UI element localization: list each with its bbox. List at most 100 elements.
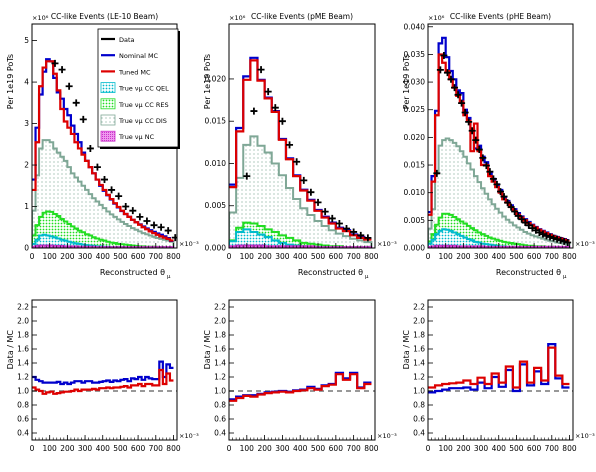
data-point (136, 213, 144, 221)
data-point (328, 214, 336, 222)
legend-label: Tuned MC (118, 68, 151, 76)
plot-area (229, 56, 373, 248)
data-point (454, 91, 462, 99)
x-tick-label: 0 (426, 252, 431, 261)
data-point (286, 141, 294, 149)
x-exponent: ×10⁻³ (377, 432, 397, 440)
x-tick-label: 100 (240, 444, 255, 453)
data-point (108, 186, 116, 194)
legend-label: True νμ NC (118, 133, 155, 141)
data-point (307, 188, 315, 196)
legend-swatch (100, 98, 116, 110)
plot-area (428, 343, 573, 394)
x-tick-label: 500 (113, 444, 128, 453)
x-tick-label: 0 (426, 444, 431, 453)
y-exponent: ×10⁶ (32, 14, 49, 22)
y-tick-label: 1.0 (214, 387, 226, 396)
panel-title: CC-like Events (LE-10 Beam) (51, 12, 158, 21)
x-tick-label: 500 (509, 252, 524, 261)
data-point (357, 231, 365, 239)
x-tick-label: 800 (562, 252, 577, 261)
y-tick-label: 1.2 (214, 373, 226, 382)
x-tick-label: 0 (227, 252, 232, 261)
x-exponent: ×10⁻³ (377, 240, 397, 248)
y-tick-label: 5 (24, 36, 29, 45)
y-tick-label: 2.0 (214, 317, 226, 326)
x-tick-label: 800 (364, 444, 379, 453)
plot-frame (228, 23, 376, 249)
series-tuned-mc (32, 60, 174, 242)
y-tick-label: 0.035 (404, 50, 426, 59)
x-tick-label: 800 (166, 444, 181, 453)
data-point (461, 108, 469, 116)
legend: Data Nominal MC Tuned MC True νμ CC QEL True… (97, 28, 180, 149)
x-tick-label: 600 (131, 444, 146, 453)
x-tick-label: 200 (257, 444, 272, 453)
legend-swatch (100, 130, 116, 142)
x-tick-label: 600 (131, 252, 146, 261)
y-axis-label: Data / MC (203, 330, 212, 370)
data-point (493, 180, 501, 188)
y-tick-label: 2 (24, 161, 29, 170)
data-point (321, 208, 329, 216)
x-tick-label: 800 (166, 252, 181, 261)
y-tick-label: 0.040 (404, 22, 426, 31)
x-tick-label: 600 (527, 444, 542, 453)
y-tick-label: 1.2 (17, 373, 29, 382)
data-point (489, 175, 497, 183)
y-tick-label: 0.4 (214, 429, 226, 438)
x-tick-label: 800 (364, 252, 379, 261)
y-tick-label: 0.020 (404, 133, 426, 142)
series-tuned-mc (428, 346, 570, 389)
data-point (475, 146, 483, 154)
x-tick-label: 400 (293, 444, 308, 453)
y-tick-label: 1.0 (17, 387, 29, 396)
data-point (468, 127, 476, 135)
x-tick-label: 500 (113, 252, 128, 261)
x-axis-label-subscript: μ (167, 274, 171, 280)
y-tick-label: 0.010 (205, 159, 227, 168)
y-tick-label: 0.8 (214, 401, 226, 410)
data-point (539, 230, 547, 238)
data-point (486, 168, 494, 176)
data-point (518, 215, 526, 223)
data-point (504, 199, 512, 207)
panel-title: CC-like Events (pME Beam) (251, 12, 353, 21)
x-tick-label: 800 (562, 444, 577, 453)
y-tick-label: 1.6 (17, 345, 29, 354)
y-tick-label: 1.8 (17, 331, 29, 340)
data-point (51, 59, 59, 67)
x-tick-label: 300 (474, 252, 489, 261)
data-point (343, 225, 351, 233)
data-point (115, 192, 123, 200)
data-point (542, 232, 550, 240)
data-point (514, 212, 522, 220)
x-tick-label: 700 (346, 252, 361, 261)
x-tick-label: 100 (439, 444, 454, 453)
data-point (557, 236, 565, 244)
x-tick-label: 300 (275, 252, 290, 261)
data-point (65, 82, 73, 90)
y-tick-label: 0.025 (404, 105, 426, 114)
x-tick-label: 700 (545, 444, 560, 453)
legend-swatch (100, 82, 116, 93)
x-tick-label: 700 (149, 444, 164, 453)
y-tick-label: 0.020 (205, 74, 227, 83)
data-point (532, 226, 540, 234)
data-point (564, 238, 572, 246)
plot-area (32, 360, 177, 395)
series-nominal-mc (32, 360, 174, 386)
x-tick-label: 700 (346, 444, 361, 453)
data-point (433, 169, 441, 177)
y-tick-label: 2.0 (413, 317, 425, 326)
x-tick-label: 0 (30, 444, 35, 453)
y-tick-label: 0.6 (413, 415, 425, 424)
y-tick-label: 0 (24, 244, 29, 253)
x-tick-label: 500 (311, 444, 326, 453)
y-tick-label: 1.4 (413, 359, 425, 368)
data-point (507, 203, 515, 211)
y-exponent: ×10⁶ (428, 14, 445, 22)
x-tick-label: 100 (240, 252, 255, 261)
x-exponent: ×10⁻³ (179, 240, 199, 248)
data-point (79, 115, 87, 123)
